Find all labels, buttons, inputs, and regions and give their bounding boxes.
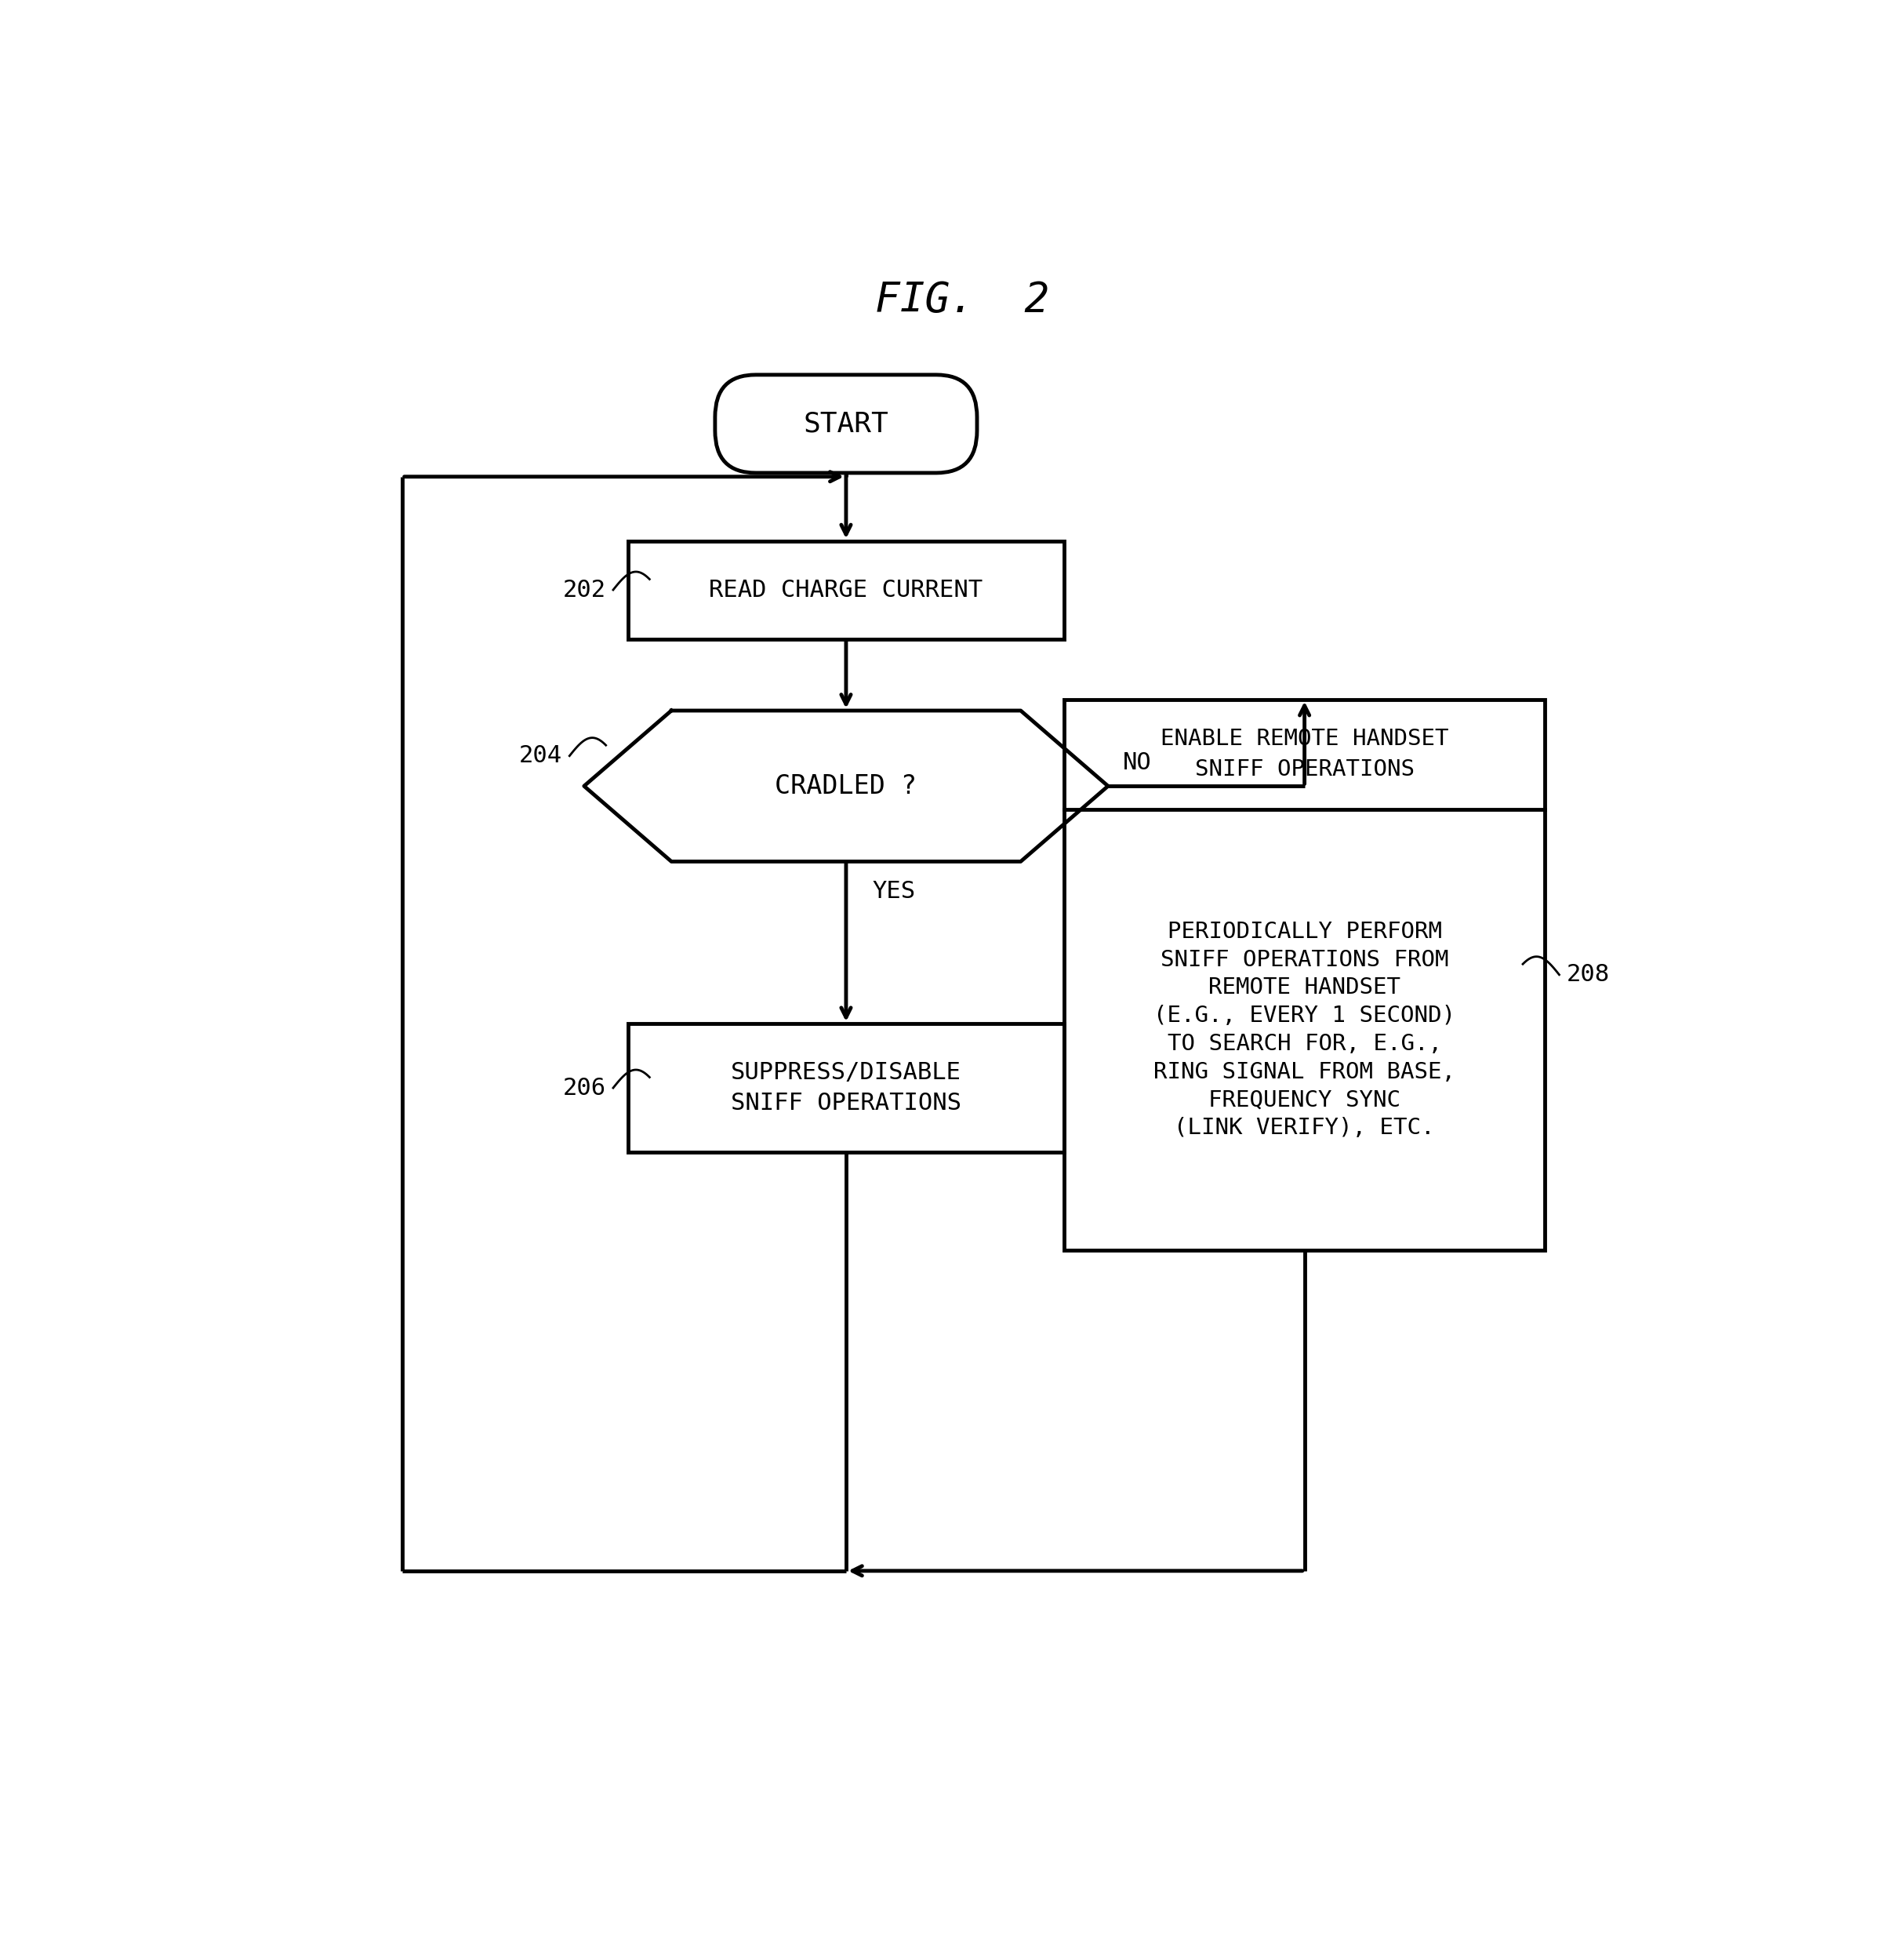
Text: 208: 208 bbox=[1566, 962, 1609, 986]
Text: 204: 204 bbox=[518, 745, 562, 766]
Text: FIG.  2: FIG. 2 bbox=[875, 280, 1050, 321]
Bar bbox=[1065, 700, 1544, 1250]
Bar bbox=[627, 541, 1065, 639]
Text: YES: YES bbox=[871, 880, 915, 902]
Text: READ CHARGE CURRENT: READ CHARGE CURRENT bbox=[710, 578, 982, 602]
Bar bbox=[627, 1023, 1065, 1152]
Text: START: START bbox=[804, 410, 888, 437]
Text: CRADLED ?: CRADLED ? bbox=[776, 772, 916, 800]
Text: PERIODICALLY PERFORM
SNIFF OPERATIONS FROM
REMOTE HANDSET
(E.G., EVERY 1 SECOND): PERIODICALLY PERFORM SNIFF OPERATIONS FR… bbox=[1153, 921, 1455, 1139]
Text: 202: 202 bbox=[563, 578, 607, 602]
Text: NO: NO bbox=[1123, 751, 1151, 774]
Text: 206: 206 bbox=[563, 1076, 607, 1100]
Text: SUPPRESS/DISABLE
SNIFF OPERATIONS: SUPPRESS/DISABLE SNIFF OPERATIONS bbox=[731, 1062, 962, 1113]
Text: ENABLE REMOTE HANDSET
SNIFF OPERATIONS: ENABLE REMOTE HANDSET SNIFF OPERATIONS bbox=[1161, 727, 1448, 780]
